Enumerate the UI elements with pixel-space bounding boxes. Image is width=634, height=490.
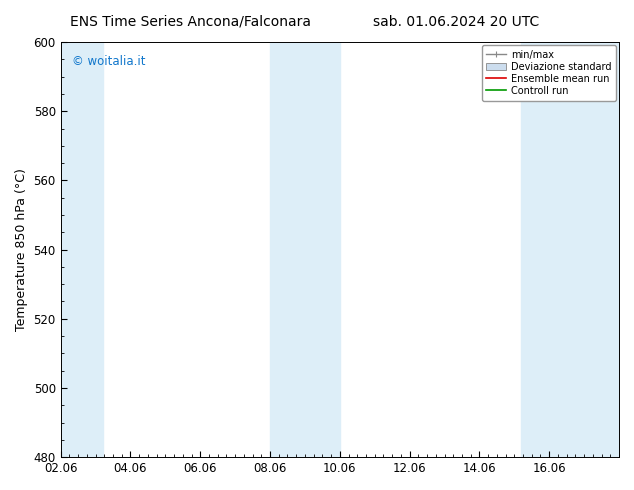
Bar <box>61 42 103 457</box>
Bar <box>270 42 340 457</box>
Bar <box>521 42 619 457</box>
Y-axis label: Temperature 850 hPa (°C): Temperature 850 hPa (°C) <box>15 168 28 331</box>
Text: sab. 01.06.2024 20 UTC: sab. 01.06.2024 20 UTC <box>373 15 540 29</box>
Text: ENS Time Series Ancona/Falconara: ENS Time Series Ancona/Falconara <box>70 15 311 29</box>
Legend: min/max, Deviazione standard, Ensemble mean run, Controll run: min/max, Deviazione standard, Ensemble m… <box>482 45 616 100</box>
Text: © woitalia.it: © woitalia.it <box>72 54 145 68</box>
